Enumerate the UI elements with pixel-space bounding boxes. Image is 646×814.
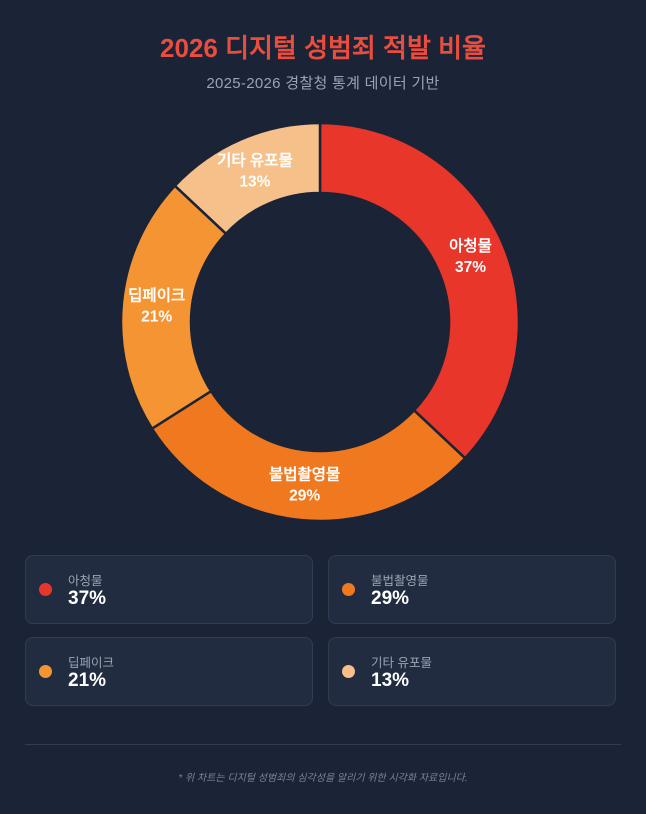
svg-text:29%: 29%	[289, 487, 320, 504]
svg-text:13%: 13%	[239, 174, 270, 191]
svg-text:21%: 21%	[141, 309, 172, 326]
svg-text:딥페이크: 딥페이크	[128, 286, 185, 305]
svg-text:불법촬영물: 불법촬영물	[269, 465, 340, 483]
svg-text:37%: 37%	[455, 259, 486, 276]
svg-text:아청물: 아청물	[449, 236, 492, 255]
svg-text:기타 유포물: 기타 유포물	[217, 152, 293, 170]
